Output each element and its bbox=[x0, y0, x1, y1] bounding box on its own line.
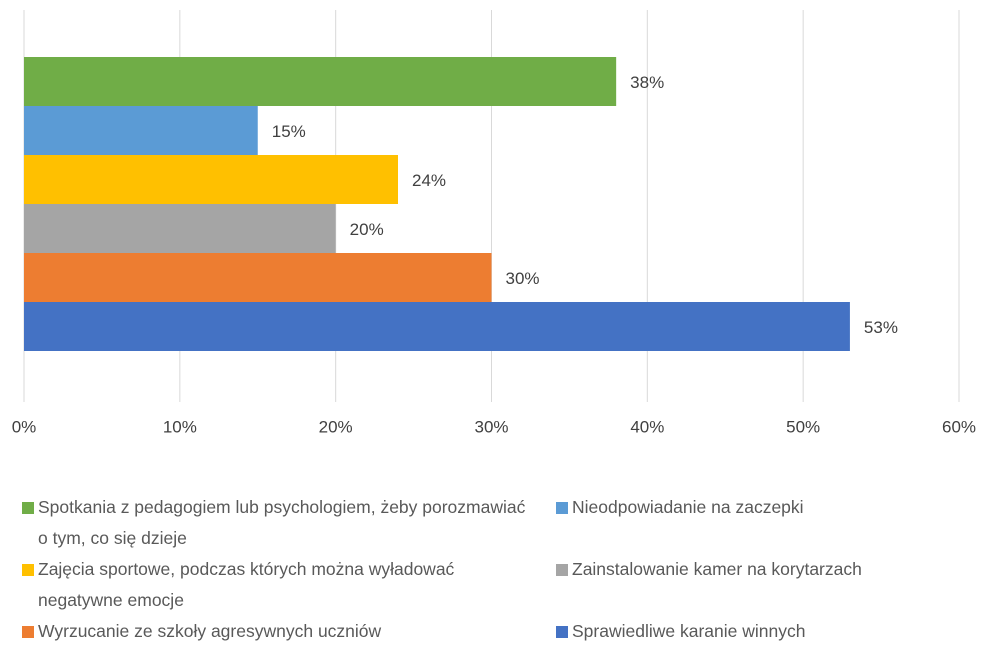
bar bbox=[24, 253, 492, 302]
legend-swatch bbox=[22, 502, 34, 514]
chart: 0% 10% 20% 30% 40% 50% 60% 38% 15% 24% 20% 30% 53% bbox=[12, 10, 976, 436]
bar bbox=[24, 106, 258, 155]
legend-swatch bbox=[556, 564, 568, 576]
legend-swatch bbox=[22, 626, 34, 638]
legend-swatch bbox=[556, 626, 568, 638]
bar bbox=[24, 204, 336, 253]
x-tick-label: 50% bbox=[786, 417, 820, 436]
legend-label: Nieodpowiadanie na zaczepki bbox=[572, 497, 804, 517]
bar bbox=[24, 57, 617, 106]
data-label: 38% bbox=[630, 73, 664, 92]
legend-label: Zajęcia sportowe, podczas których można … bbox=[38, 559, 455, 610]
x-tick-label: 10% bbox=[163, 417, 197, 436]
legend-item: Zainstalowanie kamer na korytarzach bbox=[556, 554, 976, 616]
x-tick-label: 40% bbox=[630, 417, 664, 436]
legend: Spotkania z pedagogiem lub psychologiem,… bbox=[22, 492, 976, 647]
x-tick-label: 60% bbox=[942, 417, 976, 436]
legend-label: Spotkania z pedagogiem lub psychologiem,… bbox=[38, 497, 526, 548]
legend-label: Zainstalowanie kamer na korytarzach bbox=[572, 559, 862, 579]
legend-item: Nieodpowiadanie na zaczepki bbox=[556, 492, 976, 554]
data-label: 53% bbox=[864, 318, 898, 337]
data-label: 20% bbox=[350, 220, 384, 239]
x-tick-label: 0% bbox=[12, 417, 37, 436]
bar bbox=[24, 302, 850, 351]
legend-item: Zajęcia sportowe, podczas których można … bbox=[22, 554, 556, 616]
bar bbox=[24, 155, 398, 204]
legend-item: Wyrzucanie ze szkoły agresywnych uczniów bbox=[22, 616, 556, 647]
x-tick-label: 30% bbox=[474, 417, 508, 436]
legend-item: Sprawiedliwe karanie winnych bbox=[556, 616, 976, 647]
legend-item: Spotkania z pedagogiem lub psychologiem,… bbox=[22, 492, 556, 554]
legend-swatch bbox=[22, 564, 34, 576]
data-label: 30% bbox=[506, 269, 540, 288]
legend-swatch bbox=[556, 502, 568, 514]
legend-label: Sprawiedliwe karanie winnych bbox=[572, 621, 806, 641]
data-label: 24% bbox=[412, 171, 446, 190]
legend-label: Wyrzucanie ze szkoły agresywnych uczniów bbox=[38, 621, 382, 641]
x-tick-label: 20% bbox=[319, 417, 353, 436]
data-label: 15% bbox=[272, 122, 306, 141]
